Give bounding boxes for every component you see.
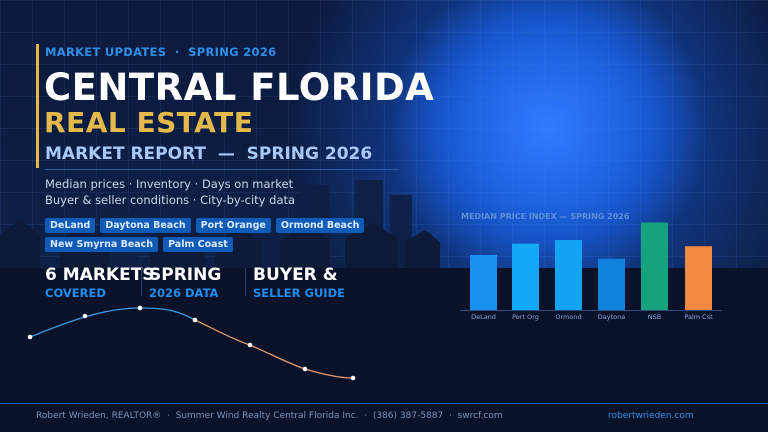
bar-deland [470, 255, 497, 310]
stat-guide: BUYER & SELLER GUIDE [253, 265, 345, 300]
stat-markets: 6 MARKETS COVERED [45, 265, 155, 300]
x-tick-label: Palm Cst [684, 313, 713, 321]
stat-value: SPRING [149, 265, 222, 285]
report-subtitle: MARKET REPORT — SPRING 2026 [45, 144, 373, 164]
kicker: MARKET UPDATES · SPRING 2026 [45, 45, 277, 59]
bar-daytona [598, 258, 625, 310]
bar-palm-cst [685, 246, 712, 310]
stat-label: SELLER GUIDE [253, 286, 345, 300]
stat-label: COVERED [45, 286, 106, 300]
x-tick-label: Daytona [598, 313, 625, 321]
stat-divider [245, 268, 246, 296]
title: CENTRAL FLORIDA [44, 66, 435, 109]
x-tick-label: Ormond [555, 313, 581, 321]
subtitle-line-2: Buyer & seller conditions · City-by-city… [45, 193, 296, 207]
tag: DeLand [45, 218, 96, 233]
x-tick-label: DeLand [471, 313, 496, 321]
stat-divider [141, 268, 142, 296]
accent-bar [36, 44, 39, 168]
tag: Port Orange [195, 218, 271, 233]
bar-port-org [512, 243, 539, 310]
ground-band [0, 268, 768, 432]
subtitle-line-1: Median prices · Inventory · Days on mark… [45, 177, 294, 191]
divider [45, 169, 399, 170]
stat-season: SPRING 2026 DATA [149, 265, 221, 300]
market-tags: DeLand Daytona Beach Port Orange Ormond … [45, 218, 455, 252]
footer-divider [0, 403, 768, 404]
x-tick-label: NSB [648, 313, 661, 321]
tag: Ormond Beach [275, 218, 365, 233]
stat-value: 6 MARKETS [45, 265, 155, 285]
footer-website-link[interactable]: robertwrieden.com [608, 411, 694, 421]
bar-nsb [641, 222, 668, 310]
footer-contact: Robert Wrieden, REALTOR® · Summer Wind R… [36, 411, 503, 421]
bar-ormond [555, 240, 582, 310]
stat-label: 2026 DATA [149, 286, 219, 300]
tag: Palm Coast [163, 237, 233, 252]
chart-title: MEDIAN PRICE INDEX — SPRING 2026 [461, 212, 630, 221]
title-highlight: REAL ESTATE [44, 106, 254, 139]
tag: New Smyrna Beach [45, 237, 159, 252]
x-tick-label: Port Org [512, 313, 539, 321]
tag: Daytona Beach [100, 218, 191, 233]
stat-value: BUYER & [253, 265, 338, 285]
